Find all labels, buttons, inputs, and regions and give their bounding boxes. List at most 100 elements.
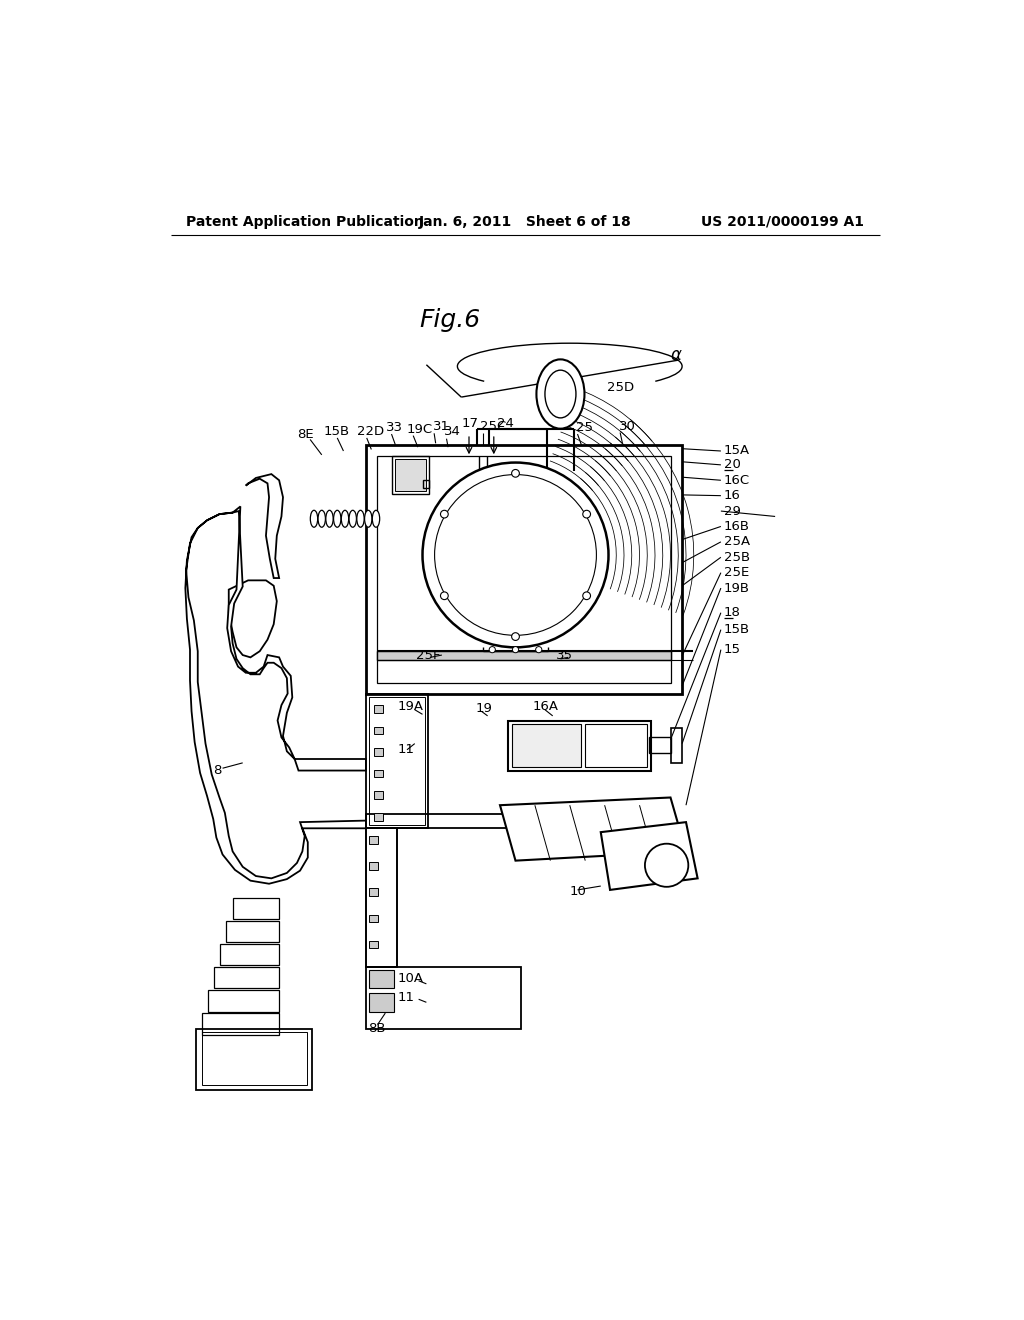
Bar [394, 459, 426, 491]
Bar [366, 445, 682, 693]
Ellipse shape [356, 511, 365, 527]
Circle shape [512, 647, 518, 653]
Ellipse shape [537, 359, 585, 429]
Polygon shape [601, 822, 697, 890]
Circle shape [583, 591, 591, 599]
Bar [374, 705, 383, 713]
Text: 17: 17 [461, 417, 478, 430]
Ellipse shape [545, 370, 575, 418]
Bar [377, 455, 672, 682]
Text: 34: 34 [444, 425, 461, 438]
Text: 8B: 8B [369, 1022, 386, 1035]
Circle shape [512, 470, 519, 478]
Ellipse shape [341, 511, 349, 527]
Bar [226, 921, 280, 942]
Text: 19B: 19B [724, 582, 750, 594]
Text: Patent Application Publication: Patent Application Publication [186, 215, 424, 228]
Text: 16A: 16A [532, 700, 558, 713]
Text: 16: 16 [724, 490, 740, 502]
Text: 22D: 22D [357, 425, 385, 438]
Bar [508, 721, 651, 771]
Text: 31: 31 [432, 420, 450, 433]
Text: $\alpha$: $\alpha$ [671, 346, 683, 364]
Bar [232, 898, 280, 919]
Text: 24: 24 [497, 417, 514, 430]
Bar [512, 725, 582, 767]
Text: 33: 33 [386, 421, 403, 434]
Bar [369, 941, 378, 948]
Bar [369, 862, 378, 870]
Ellipse shape [349, 511, 356, 527]
Bar [366, 693, 428, 829]
Text: Jan. 6, 2011   Sheet 6 of 18: Jan. 6, 2011 Sheet 6 of 18 [419, 215, 631, 228]
Text: 10: 10 [569, 884, 587, 898]
Bar [208, 990, 280, 1011]
Bar [374, 770, 383, 777]
Text: 15B: 15B [724, 623, 751, 636]
Polygon shape [500, 797, 686, 861]
Text: 25E: 25E [724, 566, 750, 579]
Bar [197, 1028, 312, 1090]
Circle shape [423, 462, 608, 647]
Bar [374, 748, 383, 756]
Text: 8E: 8E [297, 428, 313, 441]
Text: 15B: 15B [324, 425, 349, 438]
Polygon shape [185, 528, 366, 884]
Circle shape [583, 511, 591, 517]
Ellipse shape [326, 511, 333, 527]
Text: 25D: 25D [607, 381, 634, 395]
Text: 19: 19 [475, 702, 493, 714]
Text: Fig.6: Fig.6 [419, 308, 480, 333]
Bar [423, 480, 429, 488]
Text: 11: 11 [397, 743, 415, 756]
Bar [369, 970, 394, 989]
Polygon shape [198, 507, 366, 771]
Text: 25A: 25A [724, 536, 751, 548]
Ellipse shape [310, 511, 317, 527]
Bar [220, 944, 280, 965]
Ellipse shape [318, 511, 326, 527]
Text: 25F: 25F [417, 648, 440, 661]
Text: 35: 35 [556, 648, 572, 661]
Text: 30: 30 [618, 420, 636, 433]
Polygon shape [228, 581, 276, 657]
Ellipse shape [373, 511, 380, 527]
Circle shape [536, 647, 542, 653]
Bar [366, 966, 521, 1028]
Circle shape [489, 647, 496, 653]
Text: 16B: 16B [724, 520, 750, 533]
Bar [586, 725, 647, 767]
Bar [366, 814, 630, 829]
Bar [369, 915, 378, 923]
Circle shape [440, 511, 449, 517]
Circle shape [434, 475, 596, 635]
Bar [374, 792, 383, 799]
Bar [366, 829, 397, 966]
Text: 19A: 19A [397, 700, 424, 713]
Ellipse shape [365, 511, 372, 527]
Circle shape [645, 843, 688, 887]
Bar [649, 738, 671, 752]
Circle shape [440, 591, 449, 599]
Bar [202, 1014, 280, 1035]
Circle shape [512, 632, 519, 640]
Text: 25: 25 [575, 421, 593, 434]
Bar [377, 651, 672, 660]
Bar [369, 888, 378, 896]
Text: 16C: 16C [724, 474, 751, 487]
Text: 8: 8 [213, 764, 221, 777]
Bar [214, 966, 280, 989]
Bar [366, 829, 397, 966]
Text: 25C: 25C [480, 420, 506, 433]
Text: 20: 20 [724, 458, 740, 471]
Text: 15A: 15A [724, 445, 751, 458]
Bar [202, 1032, 307, 1085]
Ellipse shape [334, 511, 341, 527]
Text: 10A: 10A [397, 972, 424, 985]
Text: 18: 18 [724, 606, 740, 619]
Bar [369, 836, 378, 843]
Text: 15: 15 [724, 643, 741, 656]
Bar [369, 993, 394, 1011]
Text: 11: 11 [397, 991, 415, 1005]
Bar [671, 729, 682, 763]
